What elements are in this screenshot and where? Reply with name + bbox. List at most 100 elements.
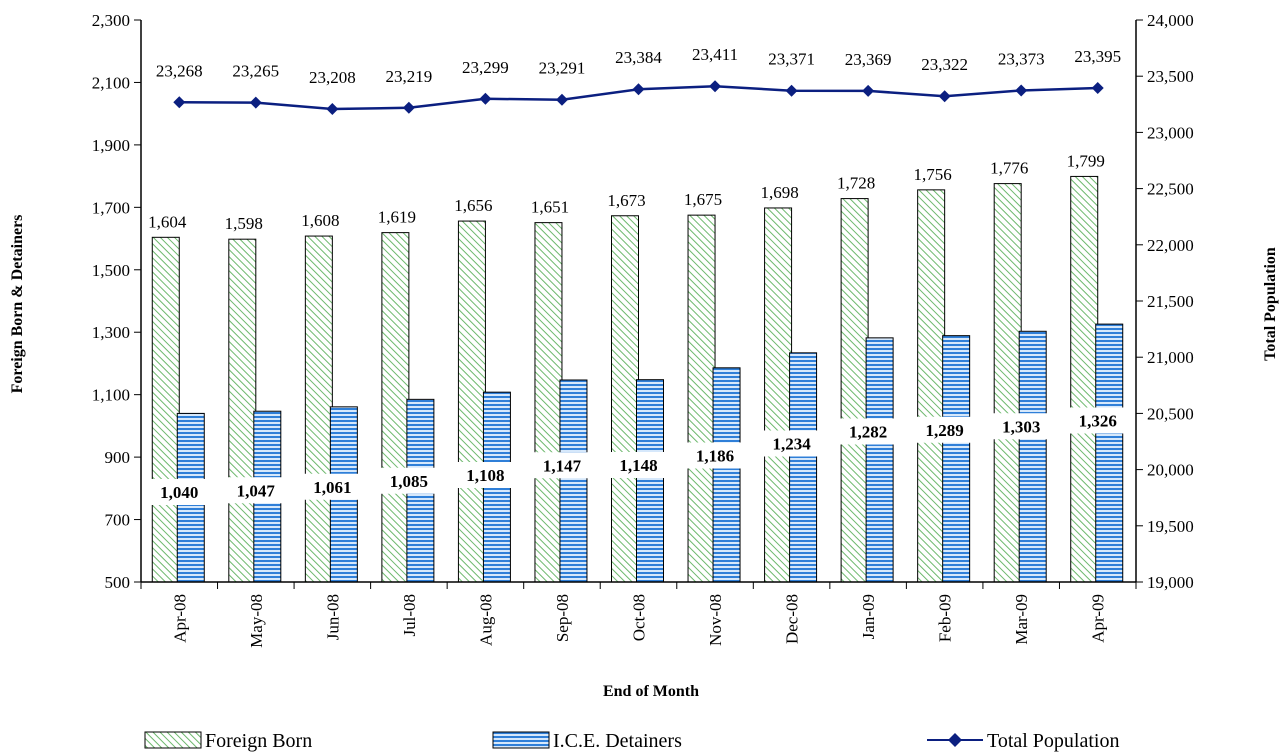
foreign-born-label: 1,619 <box>378 208 416 227</box>
y2-tick-label: 19,000 <box>1147 573 1194 592</box>
total-population-label: 23,208 <box>309 68 356 87</box>
foreign-born-bar-nov-08 <box>687 214 716 583</box>
y-axis-title: Foreign Born & Detainers <box>9 215 26 394</box>
ice-detainer-label-bg <box>147 479 212 505</box>
foreign-born-label: 1,651 <box>531 198 569 217</box>
foreign-born-bar-mar-09 <box>993 183 1022 583</box>
ice-detainer-label-bg <box>1065 407 1130 434</box>
total-population-label: 23,219 <box>386 67 433 86</box>
ice-detainer-label-bg <box>529 452 594 479</box>
legend-label-total-population: Total Population <box>987 730 1119 752</box>
total-population-marker-may-08 <box>249 96 262 109</box>
x-tick-label: Sep-08 <box>553 594 572 642</box>
y2-axis-title: Total Population <box>1262 247 1279 361</box>
total-population-label: 23,411 <box>692 45 738 64</box>
foreign-born-bars <box>151 175 1099 583</box>
ice-detainer-label-bg <box>683 442 748 469</box>
total-population-line-layer <box>173 80 1104 116</box>
y-tick-label: 1,900 <box>92 136 130 155</box>
legend-label-ice-detainers: I.C.E. Detainers <box>553 730 682 752</box>
total-population-marker-oct-08 <box>632 83 645 96</box>
ice-detainer-bar-sep-08 <box>559 379 588 583</box>
y-tick-label: 2,100 <box>92 73 130 92</box>
foreign-born-bar-jun-08 <box>304 235 333 583</box>
x-tick-label: Dec-08 <box>783 594 802 644</box>
x-tick-label: Jun-08 <box>323 594 342 640</box>
y-tick-label: 1,500 <box>92 261 130 280</box>
ice-detainer-bar-jan-09 <box>865 337 894 583</box>
foreign-born-label: 1,608 <box>301 211 339 230</box>
total-population-label: 23,268 <box>156 61 203 80</box>
x-tick-label: Jan-09 <box>859 594 878 639</box>
foreign-born-label: 1,776 <box>990 159 1028 178</box>
y-tick-label: 1,700 <box>92 198 130 217</box>
y2-tick-label: 23,000 <box>1147 123 1194 142</box>
y2-tick-label: 24,000 <box>1147 11 1194 30</box>
ice-detainer-label-bg <box>606 452 671 478</box>
total-population-label: 23,384 <box>615 48 662 67</box>
foreign-born-label: 1,675 <box>684 190 722 209</box>
total-population-label: 23,265 <box>232 62 279 81</box>
total-population-label: 23,373 <box>998 49 1045 68</box>
ice-detainer-label: 1,186 <box>696 447 734 466</box>
foreign-born-bar-feb-09 <box>917 189 946 583</box>
y-tick-label: 2,300 <box>92 11 130 30</box>
foreign-born-label: 1,799 <box>1067 151 1105 170</box>
foreign-born-label: 1,673 <box>607 191 645 210</box>
y-tick-label: 700 <box>105 511 131 530</box>
ice-detainer-label-bg <box>223 477 288 504</box>
ice-detainer-label-bg <box>300 473 365 500</box>
ice-detainer-label: 1,148 <box>619 456 657 475</box>
axes-layer: 500 700 900 1,100 1,300 1,500 1,700 1,900 2,100 2… <box>92 11 1194 648</box>
ice-detainer-label: 1,234 <box>772 435 811 454</box>
total-population-label: 23,291 <box>539 59 586 78</box>
total-population-marker-aug-08 <box>479 92 492 105</box>
y2-tick-label: 20,500 <box>1147 404 1194 423</box>
total-population-marker-sep-08 <box>555 93 568 106</box>
ice-detainer-label: 1,282 <box>849 423 887 442</box>
foreign-born-bar-aug-08 <box>457 220 486 583</box>
x-tick-label: Jul-08 <box>400 594 419 637</box>
total-population-marker-jan-09 <box>862 84 875 97</box>
x-tick-label: Mar-09 <box>1012 594 1031 645</box>
ice-detainer-bar-feb-09 <box>942 335 971 583</box>
foreign-born-label: 1,728 <box>837 174 875 193</box>
total-population-label: 23,299 <box>462 58 509 77</box>
foreign-born-bar-apr-08 <box>151 236 180 583</box>
y2-tick-label: 23,500 <box>1147 67 1194 86</box>
x-tick-label: May-08 <box>247 594 266 648</box>
detainer-bars <box>176 323 1124 583</box>
total-population-marker-jun-08 <box>326 103 339 116</box>
ice-detainer-bar-apr-09 <box>1095 323 1124 583</box>
foreign-born-bar-may-08 <box>228 238 257 583</box>
ice-detainer-label: 1,326 <box>1079 412 1117 431</box>
ice-detainer-label: 1,289 <box>926 421 964 440</box>
x-tick-label: Apr-09 <box>1089 594 1108 643</box>
foreign-born-label: 1,656 <box>454 196 492 215</box>
foreign-born-label: 1,698 <box>760 183 798 202</box>
ice-detainer-label: 1,040 <box>160 483 198 502</box>
ice-detainer-label: 1,047 <box>237 481 276 500</box>
ice-detainer-label-bg <box>453 462 518 488</box>
ice-detainer-label-bg <box>759 430 824 457</box>
ice-detainer-bar-oct-08 <box>636 379 664 583</box>
total-population-marker-feb-09 <box>938 90 951 103</box>
x-tick-label: Feb-09 <box>936 594 955 642</box>
y2-tick-label: 22,000 <box>1147 236 1194 255</box>
total-population-label: 23,371 <box>768 50 815 69</box>
total-population-marker-apr-09 <box>1091 82 1104 95</box>
ice-detainer-label: 1,147 <box>543 456 582 475</box>
total-population-marker-apr-08 <box>173 96 186 109</box>
ice-detainer-label: 1,303 <box>1002 417 1040 436</box>
ice-detainer-label-bg <box>836 418 901 445</box>
y2-tick-label: 21,500 <box>1147 292 1194 311</box>
foreign-born-bar-apr-09 <box>1070 175 1099 583</box>
y2-tick-label: 20,000 <box>1147 461 1194 480</box>
x-tick-label: Apr-08 <box>170 594 189 643</box>
foreign-born-label: 1,756 <box>914 165 952 184</box>
total-population-label: 23,395 <box>1074 47 1121 66</box>
x-axis-title: End of Month <box>603 683 699 700</box>
ice-detainer-label: 1,061 <box>313 478 351 497</box>
legend-marker-total-population <box>948 733 962 747</box>
